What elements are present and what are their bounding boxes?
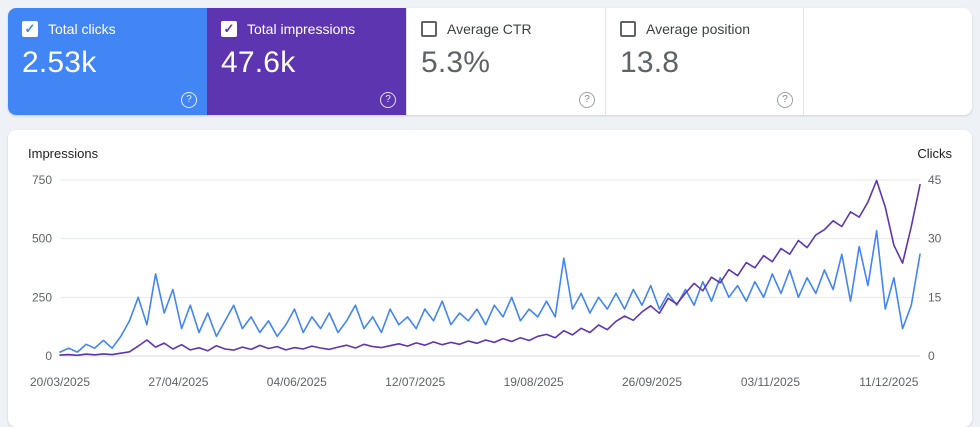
average-ctr-value: 5.3% (421, 46, 491, 79)
total-clicks-checkbox[interactable]: ✓ (22, 21, 38, 37)
x-axis-date-label: 04/06/2025 (267, 375, 327, 389)
y-tick-right: 45 (928, 173, 942, 187)
total-impressions-checkbox[interactable]: ✓ (221, 21, 237, 37)
total-impressions-label: Total impressions (247, 21, 356, 37)
help-icon[interactable]: ? (380, 92, 396, 108)
x-axis-date-label: 26/09/2025 (622, 375, 682, 389)
x-axis-date-label: 03/11/2025 (741, 375, 800, 389)
total-clicks-line (59, 229, 921, 353)
y-tick-right: 15 (928, 290, 942, 304)
card-total-impressions[interactable]: ✓ Total impressions 47.6k ? (207, 8, 406, 115)
total-impressions-value: 47.6k (221, 46, 296, 79)
total-clicks-label: Total clicks (48, 21, 116, 37)
x-axis-date-label: 11/12/2025 (859, 375, 918, 389)
y-tick-left: 250 (32, 290, 52, 304)
x-axis-date-label: 27/04/2025 (148, 375, 208, 389)
left-axis-label: Impressions (28, 145, 99, 161)
help-icon[interactable]: ? (579, 92, 595, 108)
x-axis-date-label: 19/08/2025 (504, 375, 564, 389)
average-ctr-checkbox[interactable] (421, 21, 437, 37)
performance-chart-svg[interactable]: 0 0 250 15 500 30 750 45 20/03/2025 27/04/2025 04/… (8, 168, 972, 400)
total-impressions-line (59, 179, 921, 357)
metrics-header: ✓ Total clicks 2.53k ? ✓ Total impressio… (8, 8, 972, 115)
average-position-checkbox[interactable] (620, 21, 636, 37)
help-icon[interactable]: ? (777, 92, 793, 108)
total-clicks-value: 2.53k (22, 46, 97, 79)
card-total-clicks[interactable]: ✓ Total clicks 2.53k ? (8, 8, 207, 115)
average-ctr-label: Average CTR (447, 21, 532, 37)
y-tick-right: 0 (928, 349, 935, 363)
chart-panel: Impressions Clicks 0 0 250 15 500 30 750 45 20/0… (8, 130, 972, 427)
average-position-label: Average position (646, 21, 751, 37)
card-average-position[interactable]: Average position 13.8 ? (605, 8, 804, 115)
average-position-value: 13.8 (620, 46, 680, 79)
help-icon[interactable]: ? (181, 92, 197, 108)
y-tick-left: 750 (32, 173, 52, 187)
right-axis-label: Clicks (917, 145, 952, 161)
x-axis-date-label: 20/03/2025 (30, 375, 90, 389)
x-axis-date-label: 12/07/2025 (385, 375, 445, 389)
y-tick-left: 500 (32, 232, 52, 246)
y-tick-left: 0 (45, 349, 52, 363)
card-average-ctr[interactable]: Average CTR 5.3% ? (406, 8, 605, 115)
y-tick-right: 30 (928, 232, 942, 246)
